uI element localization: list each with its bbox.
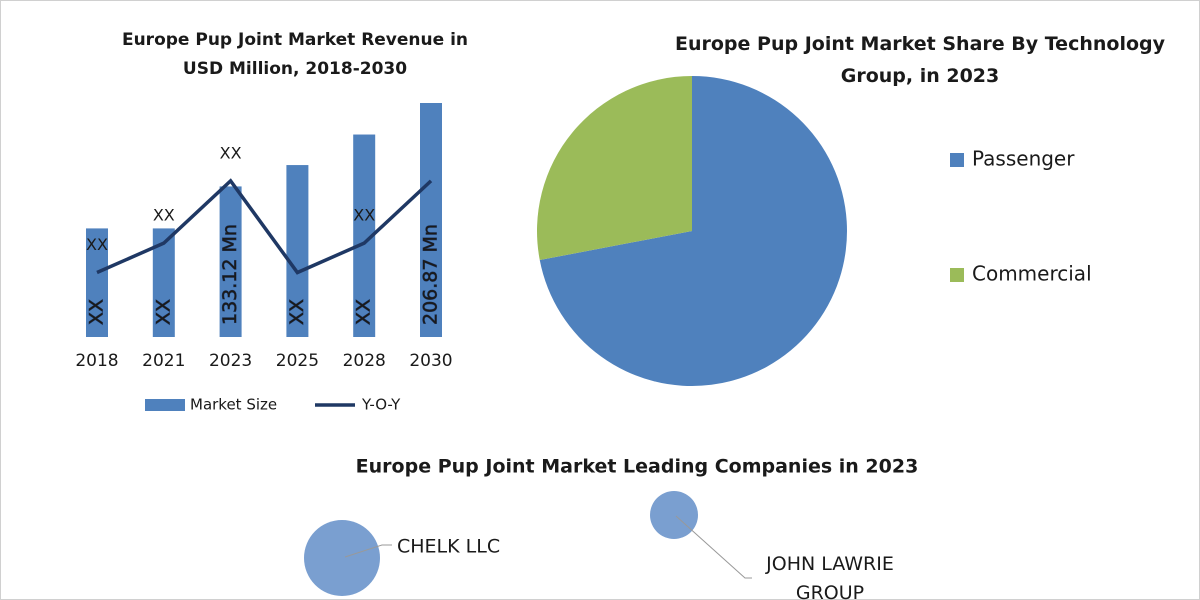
line-label: XX xyxy=(153,206,175,225)
legend-label: Market Size xyxy=(190,396,277,414)
legend-swatch xyxy=(950,153,964,167)
line-label: XX xyxy=(86,235,108,254)
leader-line xyxy=(675,515,752,579)
chart-title: Europe Pup Joint Market Share By Technol… xyxy=(675,33,1165,87)
line-label: XX xyxy=(220,143,242,162)
legend-label: Y-O-Y xyxy=(361,396,401,414)
bar-label: XX xyxy=(152,299,174,325)
line-label: XX xyxy=(353,206,375,225)
bar xyxy=(286,165,309,337)
pie-slice xyxy=(537,76,692,261)
company-bubble xyxy=(650,491,698,539)
bar-label: XX xyxy=(86,299,108,325)
company-bubble xyxy=(304,520,380,596)
x-tick-label: 2028 xyxy=(343,351,386,371)
x-tick-label: 2018 xyxy=(75,351,118,371)
bar-label: 133.12 Mn xyxy=(219,224,241,325)
company-label: CHELK LLC xyxy=(397,536,500,558)
bar xyxy=(86,228,108,337)
leader-line xyxy=(344,544,392,558)
bar xyxy=(152,228,175,337)
chart-title: Europe Pup Joint Market Revenue in USD M… xyxy=(121,30,469,79)
bar xyxy=(219,186,242,337)
bar-label: XX xyxy=(286,299,308,325)
legend-swatch xyxy=(950,268,964,282)
x-tick-label: 2023 xyxy=(209,351,252,371)
bar xyxy=(353,134,376,337)
companies-title: Europe Pup Joint Market Leading Companie… xyxy=(356,456,919,478)
legend-label: Commercial xyxy=(972,262,1092,286)
x-tick-label: 2021 xyxy=(142,351,185,371)
line xyxy=(96,178,433,275)
bar-label: 206.87 Mn xyxy=(420,224,442,325)
pie-slice xyxy=(539,76,847,387)
bar xyxy=(420,103,442,337)
x-tick-label: 2025 xyxy=(276,351,319,371)
bar-label: XX xyxy=(353,299,375,325)
legend-label: Passenger xyxy=(972,147,1075,171)
legend-swatch xyxy=(145,399,185,411)
x-tick-label: 2030 xyxy=(409,351,452,371)
company-label: JOHN LAWRIE GROUP xyxy=(766,553,894,600)
